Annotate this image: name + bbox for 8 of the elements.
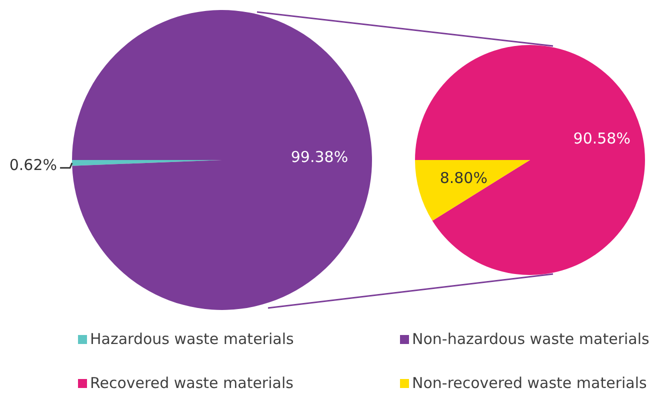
legend-label: Non-recovered waste materials [412, 374, 647, 392]
legend-label: Hazardous waste materials [90, 330, 294, 348]
data-label: 0.62% [9, 156, 58, 174]
data-label: 8.80% [440, 168, 488, 187]
data-label: 90.58% [573, 129, 630, 148]
legend-label: Non-hazardous waste materials [412, 330, 650, 348]
legend-label: Recovered waste materials [90, 374, 294, 392]
data-label: 99.38% [290, 148, 348, 166]
